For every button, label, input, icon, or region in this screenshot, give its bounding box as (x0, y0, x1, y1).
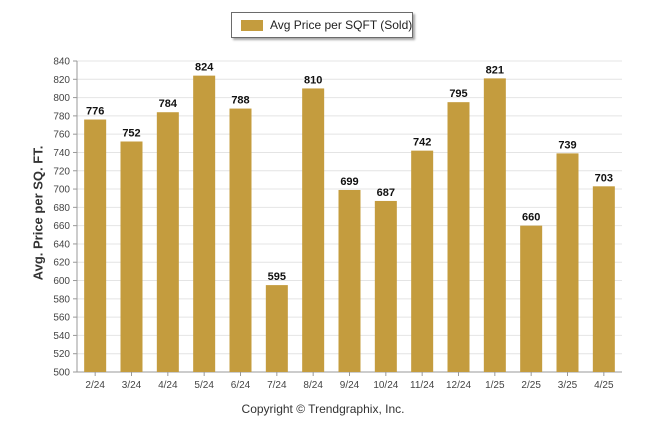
data-label: 703 (595, 172, 613, 184)
x-tick-label: 6/24 (231, 380, 251, 391)
y-tick-label: 540 (53, 331, 70, 342)
x-tick-label: 10/24 (373, 380, 398, 391)
y-tick-label: 720 (53, 166, 70, 177)
data-label: 824 (195, 62, 214, 74)
y-tick-label: 620 (53, 258, 70, 269)
x-tick-label: 1/25 (485, 380, 505, 391)
data-label: 752 (122, 127, 140, 139)
x-tick-label: 5/24 (194, 380, 214, 391)
y-tick-label: 780 (53, 111, 70, 122)
x-tick-label: 4/25 (594, 380, 614, 391)
data-label: 821 (486, 64, 504, 76)
data-label: 795 (449, 88, 467, 100)
x-tick-label: 3/25 (558, 380, 578, 391)
y-tick-label: 660 (53, 221, 70, 232)
legend-swatch (241, 20, 263, 31)
y-tick-label: 600 (53, 276, 70, 287)
bar (302, 88, 325, 373)
bar (411, 150, 434, 372)
bar (193, 75, 216, 373)
x-tick-label: 8/24 (303, 380, 323, 391)
x-tick-label: 11/24 (410, 380, 435, 391)
legend-label: Avg Price per SQFT (Sold) (270, 18, 413, 32)
y-tick-label: 820 (53, 75, 70, 86)
data-label: 595 (268, 271, 286, 283)
bar (483, 78, 506, 373)
y-tick-label: 500 (53, 368, 70, 379)
data-label: 699 (340, 176, 358, 188)
data-label: 660 (522, 212, 540, 224)
data-label: 788 (231, 95, 249, 107)
data-label: 742 (413, 137, 431, 149)
bar (265, 285, 288, 372)
x-tick-label: 3/24 (122, 380, 142, 391)
bar (556, 153, 579, 372)
bar (520, 225, 543, 372)
bar (447, 102, 470, 372)
x-tick-label: 4/24 (158, 380, 178, 391)
bar (120, 141, 143, 372)
y-tick-label: 760 (53, 130, 70, 141)
y-tick-label: 840 (53, 57, 70, 68)
data-label: 739 (558, 139, 576, 151)
y-tick-label: 680 (53, 203, 70, 214)
data-label: 810 (304, 74, 322, 86)
x-tick-label: 9/24 (340, 380, 360, 391)
y-tick-label: 700 (53, 185, 70, 196)
y-tick-label: 520 (53, 349, 70, 360)
x-tick-label: 7/24 (267, 380, 287, 391)
y-tick-label: 800 (53, 93, 70, 104)
y-tick-label: 740 (53, 148, 70, 159)
bar (374, 200, 397, 372)
data-label: 776 (86, 106, 104, 118)
bar (229, 108, 252, 373)
y-tick-label: 580 (53, 294, 70, 305)
x-tick-label: 2/25 (521, 380, 541, 391)
legend: Avg Price per SQFT (Sold) (231, 12, 413, 38)
bar (84, 119, 107, 373)
y-tick-label: 560 (53, 313, 70, 324)
y-tick-label: 640 (53, 239, 70, 250)
bar (156, 112, 179, 373)
x-tick-label: 2/24 (85, 380, 105, 391)
bar (592, 186, 615, 372)
copyright-text: Copyright © Trendgraphix, Inc. (241, 402, 405, 416)
bar (338, 189, 361, 372)
data-label: 784 (159, 98, 178, 110)
x-tick-label: 12/24 (446, 380, 471, 391)
data-label: 687 (377, 187, 395, 199)
